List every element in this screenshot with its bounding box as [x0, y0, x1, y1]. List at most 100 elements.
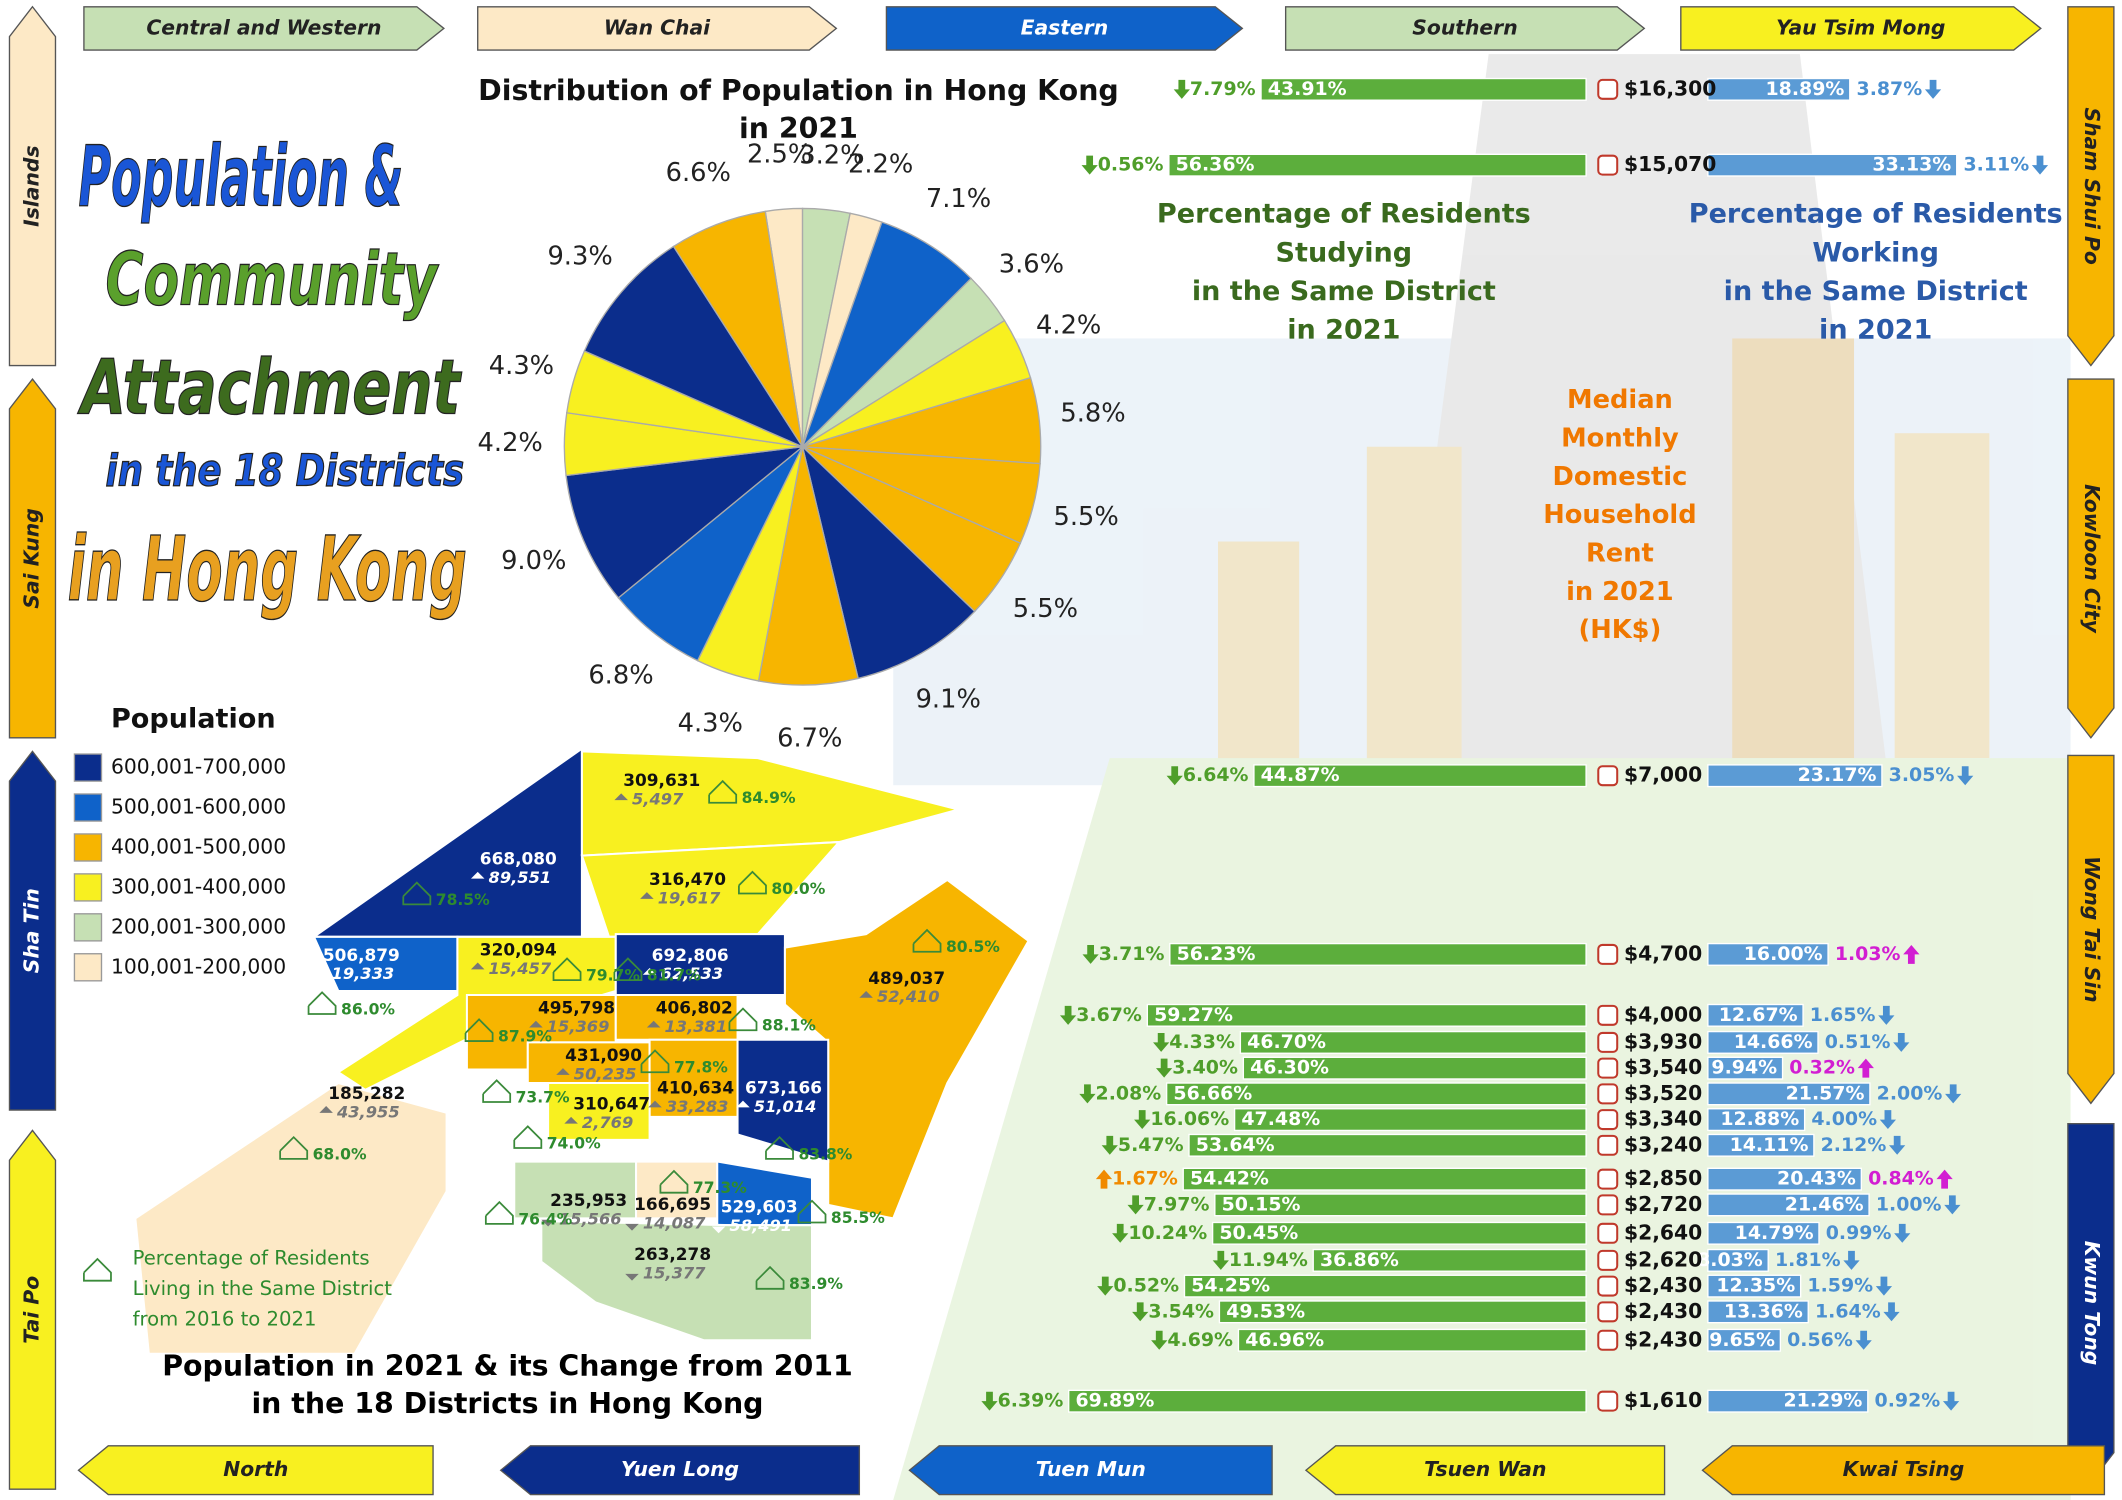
- main-title: Population & Community Attachment in the 18…: [67, 127, 468, 622]
- bar-value-label: 46.30%: [1250, 1057, 1329, 1079]
- trend-arrow: [319, 1106, 333, 1113]
- bar-value-label: 8.03%: [1697, 1249, 1763, 1271]
- banner-label: Tuen Mun: [1036, 1457, 1146, 1481]
- trend-arrow: [736, 1100, 750, 1108]
- house-icon: [738, 870, 767, 895]
- change-label: 0.99%: [1826, 1222, 1892, 1244]
- legend-swatch: [73, 793, 103, 822]
- bar-value-label: 12.35%: [1716, 1275, 1795, 1297]
- house-icon: [708, 779, 738, 804]
- change-arrow: [1879, 1110, 1897, 1130]
- pie-label: 4.3%: [678, 709, 743, 739]
- banner-label: Wan Chai: [604, 15, 711, 39]
- rent-value: $2,430: [1624, 1273, 1702, 1297]
- house-icon: [482, 1079, 512, 1103]
- banner-label: North: [223, 1457, 288, 1481]
- population-label: 431,090: [565, 1045, 642, 1065]
- pie-title: Distribution of Population in Hong Kong: [478, 74, 1119, 107]
- population-label: 166,695: [634, 1194, 711, 1214]
- bar-value-label: 9.94%: [1711, 1057, 1777, 1079]
- bar: [1168, 153, 1587, 177]
- change-arrow: [1944, 1195, 1961, 1215]
- population-label: 310,647: [573, 1094, 650, 1114]
- bar-value-label: 53.64%: [1196, 1134, 1275, 1156]
- bar: [1707, 1167, 1863, 1191]
- change-label: 0.84%: [1868, 1168, 1934, 1190]
- bar: [1707, 764, 1883, 788]
- bar: [1068, 1389, 1587, 1413]
- change-label: 3.11%: [1963, 154, 2029, 176]
- change-label: 0.51%: [1825, 1031, 1891, 1053]
- living-label: 83.8%: [798, 1145, 852, 1163]
- change-label: 19,617: [658, 888, 721, 907]
- rent-value: $2,620: [1624, 1247, 1702, 1271]
- living-label: 83.9%: [789, 1275, 843, 1293]
- living-label: 84.9%: [742, 789, 796, 807]
- change-label: 2.12%: [1821, 1134, 1887, 1156]
- banner-label: Yuen Long: [621, 1457, 739, 1481]
- house-icon: [640, 1049, 670, 1074]
- bar-value-label: 21.57%: [1786, 1082, 1865, 1104]
- bar-value-label: 44.87%: [1261, 764, 1340, 786]
- rent-value: $7,000: [1624, 763, 1702, 787]
- district-region: [736, 1038, 830, 1163]
- living-label: 68.0%: [313, 1145, 367, 1163]
- pie-label: 3.2%: [799, 140, 864, 170]
- bar-value-label: 56.66%: [1173, 1082, 1252, 1104]
- population-label: 489,037: [868, 968, 945, 988]
- change-arrow: [1883, 1302, 1900, 1322]
- map-title: Population in 2021 & its Change from 201…: [162, 1349, 853, 1382]
- rent-value: $15,070: [1624, 152, 1716, 176]
- population-label: 320,094: [480, 939, 557, 959]
- change-label: 1.65%: [1810, 1004, 1876, 1026]
- bar-value-label: 46.96%: [1245, 1329, 1324, 1351]
- district-banner: [1680, 6, 2042, 51]
- change-label: 89,551: [489, 868, 552, 887]
- bar-charts: Percentage of Residents Studying in the Sa…: [981, 76, 2063, 1413]
- banner-label: Sham Shui Po: [2080, 107, 2104, 264]
- district-icon: [1597, 943, 1619, 965]
- bar-value-label: 43.91%: [1268, 78, 1347, 100]
- district-banner: [8, 1129, 57, 1490]
- pie-label: 6.6%: [666, 158, 731, 188]
- change-label: 3.71%: [1099, 943, 1165, 965]
- building: [1894, 433, 1990, 759]
- change-label: 15,457: [489, 959, 552, 978]
- change-arrow: [1957, 766, 1974, 786]
- banner-label: Kwai Tsing: [1843, 1457, 1965, 1481]
- pie-label: 5.8%: [1060, 399, 1125, 429]
- change-label: 15,566: [559, 1209, 622, 1228]
- banner-label: Islands: [19, 145, 43, 226]
- banner-label: Yau Tsim Mong: [1776, 15, 1945, 39]
- rent-value: $1,610: [1624, 1388, 1702, 1412]
- house-icon: [484, 1200, 514, 1225]
- house-icon: [797, 1199, 827, 1224]
- change-arrow: [1095, 1169, 1113, 1189]
- legend-label: 100,001-200,000: [111, 954, 286, 978]
- district-icon: [1597, 1194, 1619, 1216]
- district-icon: [1597, 1222, 1619, 1244]
- change-arrow: [1082, 944, 1099, 964]
- pie-label: 4.2%: [478, 428, 543, 458]
- bar: [1233, 1108, 1587, 1132]
- change-label: 2,769: [582, 1113, 633, 1132]
- title-line: in the 18 Districts: [106, 446, 465, 496]
- population-label: 495,798: [538, 998, 615, 1018]
- living-label: 85.5%: [831, 1209, 885, 1227]
- population-label: 673,166: [745, 1077, 822, 1097]
- change-label: 10.24%: [1128, 1222, 1207, 1244]
- trend-arrow: [642, 967, 657, 975]
- banner-label: Sai Kung: [19, 508, 43, 608]
- change-label: 7.97%: [1144, 1193, 1210, 1215]
- bar-chart-title: Studying: [1276, 237, 1413, 268]
- district-icon: [1597, 1301, 1619, 1323]
- rent-title: Rent: [1586, 538, 1654, 568]
- trend-arrow: [541, 1219, 555, 1227]
- trend-arrow: [625, 1273, 639, 1281]
- change-arrow: [1843, 1250, 1860, 1270]
- legend-title: Population: [111, 704, 276, 735]
- change-label: 2.00%: [1877, 1082, 1943, 1104]
- change-label: 0.56%: [1787, 1329, 1853, 1351]
- district-banner: [885, 6, 1244, 51]
- change-arrow: [1924, 79, 1942, 99]
